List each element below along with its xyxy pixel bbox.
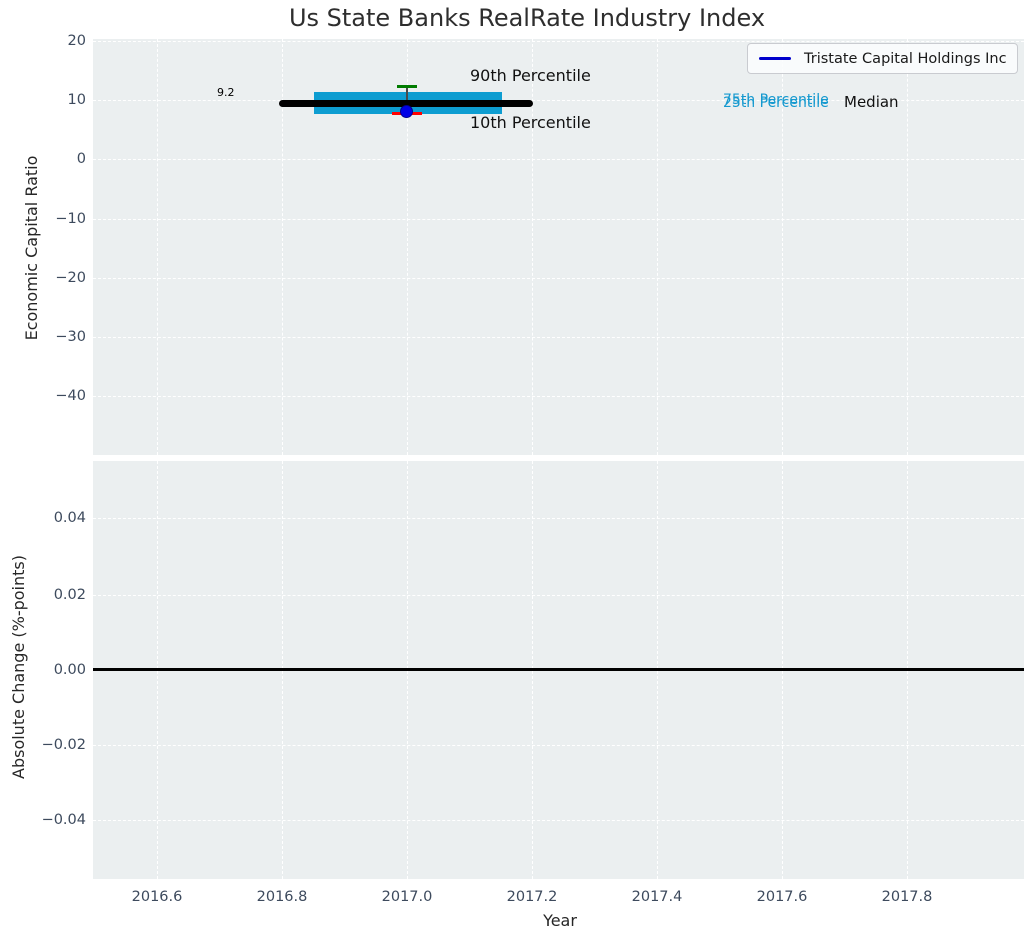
x-tick-label: 2016.8 — [256, 889, 308, 905]
gridline-horizontal — [93, 278, 1024, 279]
gridline-horizontal — [93, 41, 1024, 42]
x-tick-label: 2017.8 — [881, 889, 933, 905]
gridline-vertical — [907, 39, 908, 455]
zero-reference-line — [93, 668, 1024, 671]
bottom-plot-area — [93, 461, 1024, 879]
gridline-horizontal — [93, 337, 1024, 338]
y-axis-label-top: Economic Capital Ratio — [22, 155, 41, 341]
y-tick-label: 0 — [76, 151, 86, 167]
y-tick-label: −20 — [55, 270, 86, 286]
gridline-horizontal — [93, 820, 1024, 821]
y-tick-label: 0.04 — [53, 510, 86, 526]
gridline-vertical — [657, 39, 658, 455]
y-tick-label: −30 — [55, 329, 86, 345]
x-tick-label: 2017.6 — [756, 889, 808, 905]
y-tick-label: −40 — [55, 388, 86, 404]
x-axis-label: Year — [543, 911, 577, 930]
chart-title: Us State Banks RealRate Industry Index — [288, 4, 766, 32]
legend: Tristate Capital Holdings Inc — [747, 43, 1018, 74]
gridline-vertical — [157, 39, 158, 455]
p90-whisker-cap — [397, 85, 417, 88]
top-plot-area: 9.2 90th Percentile 10th Percentile 75th… — [93, 39, 1024, 455]
annotation-median-value: 9.2 — [217, 86, 235, 99]
gridline-vertical — [532, 39, 533, 455]
x-tick-label: 2017.4 — [631, 889, 683, 905]
median-line — [279, 100, 533, 107]
y-axis-label-bottom: Absolute Change (%-points) — [9, 555, 28, 779]
gridline-horizontal — [93, 100, 1024, 101]
gridline-vertical — [282, 39, 283, 455]
y-tick-label: 20 — [67, 33, 86, 49]
annotation-median: Median — [844, 93, 899, 111]
company-data-point — [400, 105, 413, 118]
annotation-10th-percentile: 10th Percentile — [470, 113, 591, 132]
gridline-vertical — [782, 39, 783, 455]
gridline-horizontal — [93, 219, 1024, 220]
y-tick-label: 0.02 — [53, 587, 86, 603]
annotation-25th-percentile: 25th Percentile — [723, 95, 829, 111]
annotation-90th-percentile: 90th Percentile — [470, 66, 591, 85]
gridline-horizontal — [93, 745, 1024, 746]
gridline-horizontal — [93, 595, 1024, 596]
x-tick-label: 2017.2 — [506, 889, 558, 905]
legend-line-sample — [759, 57, 791, 60]
y-tick-label: −10 — [55, 211, 86, 227]
y-tick-label: 10 — [67, 92, 86, 108]
gridline-vertical — [407, 39, 408, 455]
legend-series-label: Tristate Capital Holdings Inc — [804, 50, 1007, 67]
annotation-75th-percentile: 75th Percentile — [723, 92, 829, 108]
y-tick-label: −0.02 — [41, 737, 86, 753]
y-tick-label: −0.04 — [41, 812, 86, 828]
gridline-horizontal — [93, 159, 1024, 160]
x-tick-label: 2016.6 — [131, 889, 183, 905]
x-tick-label: 2017.0 — [381, 889, 433, 905]
gridline-horizontal — [93, 396, 1024, 397]
whisker-line — [406, 86, 408, 113]
gridline-horizontal — [93, 518, 1024, 519]
y-tick-label: 0.00 — [53, 662, 86, 678]
